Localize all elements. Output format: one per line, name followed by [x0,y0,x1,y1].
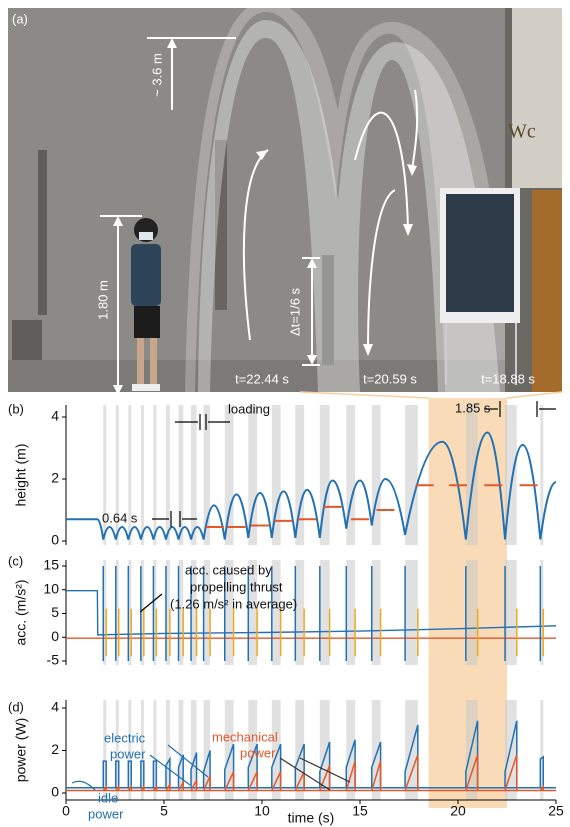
y-axis-label: height (m) [13,443,29,506]
annotation: mechanical [212,729,278,744]
photo: (a) ~ 3.6 m 1.80 m Δt=1/6 s t=22.44 s t=… [8,2,562,395]
loading-band [295,560,304,665]
connector [300,392,429,398]
person-shorts [134,306,160,338]
loading-band [166,405,170,545]
annotation: power [240,745,276,760]
loading-band [346,560,355,665]
y-tick-label: 4 [51,699,59,715]
panel-label: (a) [12,11,28,26]
poster [446,194,514,312]
x-tick-label: 0 [62,803,70,819]
time-label: t=22.44 s [235,371,289,386]
annotation: idle [98,790,118,805]
time-label: t=20.59 s [363,371,417,386]
person-leg [137,338,144,384]
person-height: 1.80 m [95,280,110,320]
loading-band [191,405,196,545]
annotation: 0.64 s [102,510,138,525]
panel-label: (c) [8,553,23,568]
y-tick-label: 2 [51,470,59,486]
x-tick-label: 10 [254,803,270,819]
x-tick-label: 25 [548,803,564,819]
loading-band [372,560,381,665]
figure: (a) ~ 3.6 m 1.80 m Δt=1/6 s t=22.44 s t=… [0,0,570,827]
y-tick-label: 15 [43,557,59,573]
recess [12,320,42,360]
person-mask [139,232,153,240]
connector [507,392,562,398]
y-axis-label: power (W) [13,718,29,783]
person-torso [131,244,161,306]
ceiling [512,8,562,188]
y-tick-label: 2 [51,741,59,757]
loading-band [179,405,184,545]
x-tick-label: 15 [352,803,368,819]
loading-band [153,405,156,545]
loading-band [272,560,281,665]
y-tick-label: 0 [51,532,59,548]
loading-band [320,560,330,665]
y-tick-label: 10 [43,580,59,596]
loading-band [505,560,517,665]
interval: Δt=1/6 s [287,287,302,336]
y-tick-label: 0 [51,628,59,644]
person-shoes [132,384,160,391]
recess [38,150,47,315]
loading-band [405,560,418,665]
time-label: t=18.88 s [481,371,535,386]
person-leg [150,338,157,384]
y-tick-label: 5 [51,604,59,620]
loading-band [466,560,478,665]
height-annotation: ~ 3.6 m [149,53,164,97]
annotation: loading [228,401,270,416]
loading-band [141,405,144,545]
y-axis-label: acc. (m/s²) [13,579,29,645]
annotation: propelling thrust [190,579,283,594]
wall-sign: Wc [508,121,536,143]
panel-label: (b) [8,401,24,416]
annotation: power [88,806,124,821]
door [532,190,562,392]
x-tick-label: 5 [160,803,168,819]
annotation: electric [104,730,146,745]
y-tick-label: -5 [47,652,60,668]
x-axis-label: time (s) [288,810,335,826]
y-tick-label: 4 [51,408,59,424]
annotation: (1.26 m/s² in average) [170,596,297,611]
panel-label: (d) [8,699,24,714]
annotation: 1.85 s [455,400,491,415]
x-tick-label: 20 [450,803,466,819]
y-tick-label: 0 [51,784,59,800]
loading-band [295,700,304,800]
annotation: power [110,746,146,761]
annotation: acc. caused by [185,562,272,577]
loading-band [372,405,381,545]
